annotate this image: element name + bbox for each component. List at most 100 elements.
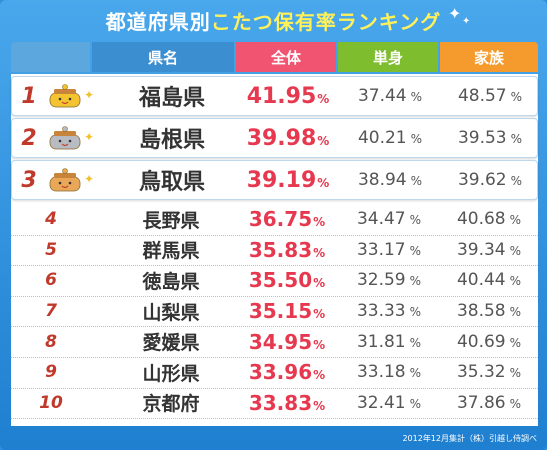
percent-sign: % xyxy=(317,91,330,106)
table-row: 4 長野県 36.75% 34.47% 40.68% xyxy=(11,204,538,236)
rank-number: 3 xyxy=(21,167,37,193)
title-prefix: 都道府県別 xyxy=(105,10,211,34)
bronze-kotatsu-mascot-icon xyxy=(49,168,81,192)
prefecture-name: 長野県 xyxy=(142,209,200,232)
percent-sign: % xyxy=(409,243,422,258)
overall-rate: 39.19% xyxy=(246,167,330,193)
percent-sign: % xyxy=(410,90,423,104)
percent-sign: % xyxy=(409,213,422,228)
single-rate: 32.59% xyxy=(356,270,422,291)
percent-sign: % xyxy=(409,274,422,289)
percent-sign: % xyxy=(510,132,523,146)
percent-sign: % xyxy=(509,274,522,289)
percent-sign: % xyxy=(409,305,422,320)
rank-number: 8 xyxy=(45,331,57,352)
rank-number: 10 xyxy=(39,392,63,413)
prefecture-name: 島根県 xyxy=(138,128,205,153)
table-row: 3 ✦ 鳥取県 39.19% 38.94% 39.62% xyxy=(11,160,538,200)
overall-rate: 36.75% xyxy=(248,207,326,232)
family-rate: 48.57% xyxy=(457,86,523,106)
percent-sign: % xyxy=(509,305,522,320)
family-rate: 40.44% xyxy=(456,270,522,291)
rank-number: 6 xyxy=(45,270,57,291)
prefecture-name: 愛媛県 xyxy=(142,332,200,355)
percent-sign: % xyxy=(510,174,523,188)
percent-sign: % xyxy=(510,90,523,104)
percent-sign: % xyxy=(317,175,330,190)
percent-sign: % xyxy=(509,213,522,228)
sparkle-icon: ✦ xyxy=(84,88,95,102)
family-rate: 37.86% xyxy=(456,392,522,413)
prefecture-name: 山梨県 xyxy=(142,301,200,324)
prefecture-name: 鳥取県 xyxy=(138,170,205,195)
percent-sign: % xyxy=(509,396,522,411)
family-rate: 39.53% xyxy=(457,128,523,148)
sparkle-small-icon: ✦ xyxy=(462,16,471,27)
family-rate: 39.62% xyxy=(457,170,523,190)
title-highlight: こたつ保有率ランキング xyxy=(210,10,442,34)
prefecture-name: 徳島県 xyxy=(142,270,200,293)
overall-rate: 39.98% xyxy=(246,125,330,151)
overall-rate: 41.95% xyxy=(246,83,330,109)
header-overall: 全体 xyxy=(236,42,336,72)
percent-sign: % xyxy=(509,335,522,350)
table-row: 7 山梨県 35.15% 33.33% 38.58% xyxy=(11,296,538,328)
overall-rate: 34.95% xyxy=(248,329,326,354)
silver-kotatsu-mascot-icon xyxy=(49,126,81,150)
table-row: 1 ✦ 福島県 41.95% 37.44% 48.57% xyxy=(11,76,538,116)
rank-number: 7 xyxy=(45,301,57,322)
table-row: 6 徳島県 35.50% 32.59% 40.44% xyxy=(11,265,538,297)
percent-sign: % xyxy=(317,133,330,148)
percent-sign: % xyxy=(313,245,326,260)
sparkle-icon: ✦ xyxy=(84,172,95,186)
family-rate: 38.58% xyxy=(456,301,522,322)
table-row: 2 ✦ 島根県 39.98% 40.21% 39.53% xyxy=(11,118,538,158)
overall-rate: 35.83% xyxy=(248,237,326,262)
percent-sign: % xyxy=(313,215,326,230)
family-rate: 35.32% xyxy=(456,362,522,383)
gold-kotatsu-mascot-icon xyxy=(49,84,81,108)
single-rate: 31.81% xyxy=(356,331,422,352)
percent-sign: % xyxy=(409,396,422,411)
overall-rate: 35.50% xyxy=(248,268,326,293)
rank-number: 1 xyxy=(21,83,37,109)
percent-sign: % xyxy=(313,276,326,291)
prefecture-name: 山形県 xyxy=(142,362,200,385)
single-rate: 33.17% xyxy=(356,239,422,260)
sparkle-icon: ✦ xyxy=(84,130,95,144)
percent-sign: % xyxy=(313,368,326,383)
prefecture-name: 福島県 xyxy=(138,86,205,111)
rank-number: 9 xyxy=(45,362,57,383)
header-rank xyxy=(11,42,90,72)
percent-sign: % xyxy=(313,398,326,413)
ranking-table: 1 ✦ 福島県 41.95% 37.44% 48.57% 2 ✦ 島根県 39.98% 40.21%… xyxy=(11,74,538,426)
single-rate: 32.41% xyxy=(356,392,422,413)
family-rate: 39.34% xyxy=(456,239,522,260)
header-prefecture: 県名 xyxy=(92,42,234,72)
source-note: 2012年12月集計（株）引越し侍調べ xyxy=(402,434,537,443)
overall-rate: 33.96% xyxy=(248,360,326,385)
rank-number: 4 xyxy=(45,209,57,230)
rank-number: 2 xyxy=(21,125,37,151)
rank-number: 5 xyxy=(45,239,57,260)
table-row: 8 愛媛県 34.95% 31.81% 40.69% xyxy=(11,326,538,358)
overall-rate: 35.15% xyxy=(248,299,326,324)
table-row: 10 京都府 33.83% 32.41% 37.86% xyxy=(11,388,538,420)
prefecture-name: 群馬県 xyxy=(142,240,200,263)
chart-title: 都道府県別こたつ保有率ランキング xyxy=(0,6,547,36)
sparkle-icon: ✦ xyxy=(448,4,462,23)
single-rate: 37.44% xyxy=(357,86,423,106)
single-rate: 38.94% xyxy=(357,170,423,190)
table-row: 5 群馬県 35.83% 33.17% 39.34% xyxy=(11,235,538,267)
percent-sign: % xyxy=(409,366,422,381)
header-single: 単身 xyxy=(338,42,438,72)
percent-sign: % xyxy=(313,307,326,322)
header-family: 家族 xyxy=(440,42,538,72)
percent-sign: % xyxy=(410,132,423,146)
family-rate: 40.68% xyxy=(456,209,522,230)
single-rate: 33.18% xyxy=(356,362,422,383)
percent-sign: % xyxy=(409,335,422,350)
percent-sign: % xyxy=(509,366,522,381)
family-rate: 40.69% xyxy=(456,331,522,352)
